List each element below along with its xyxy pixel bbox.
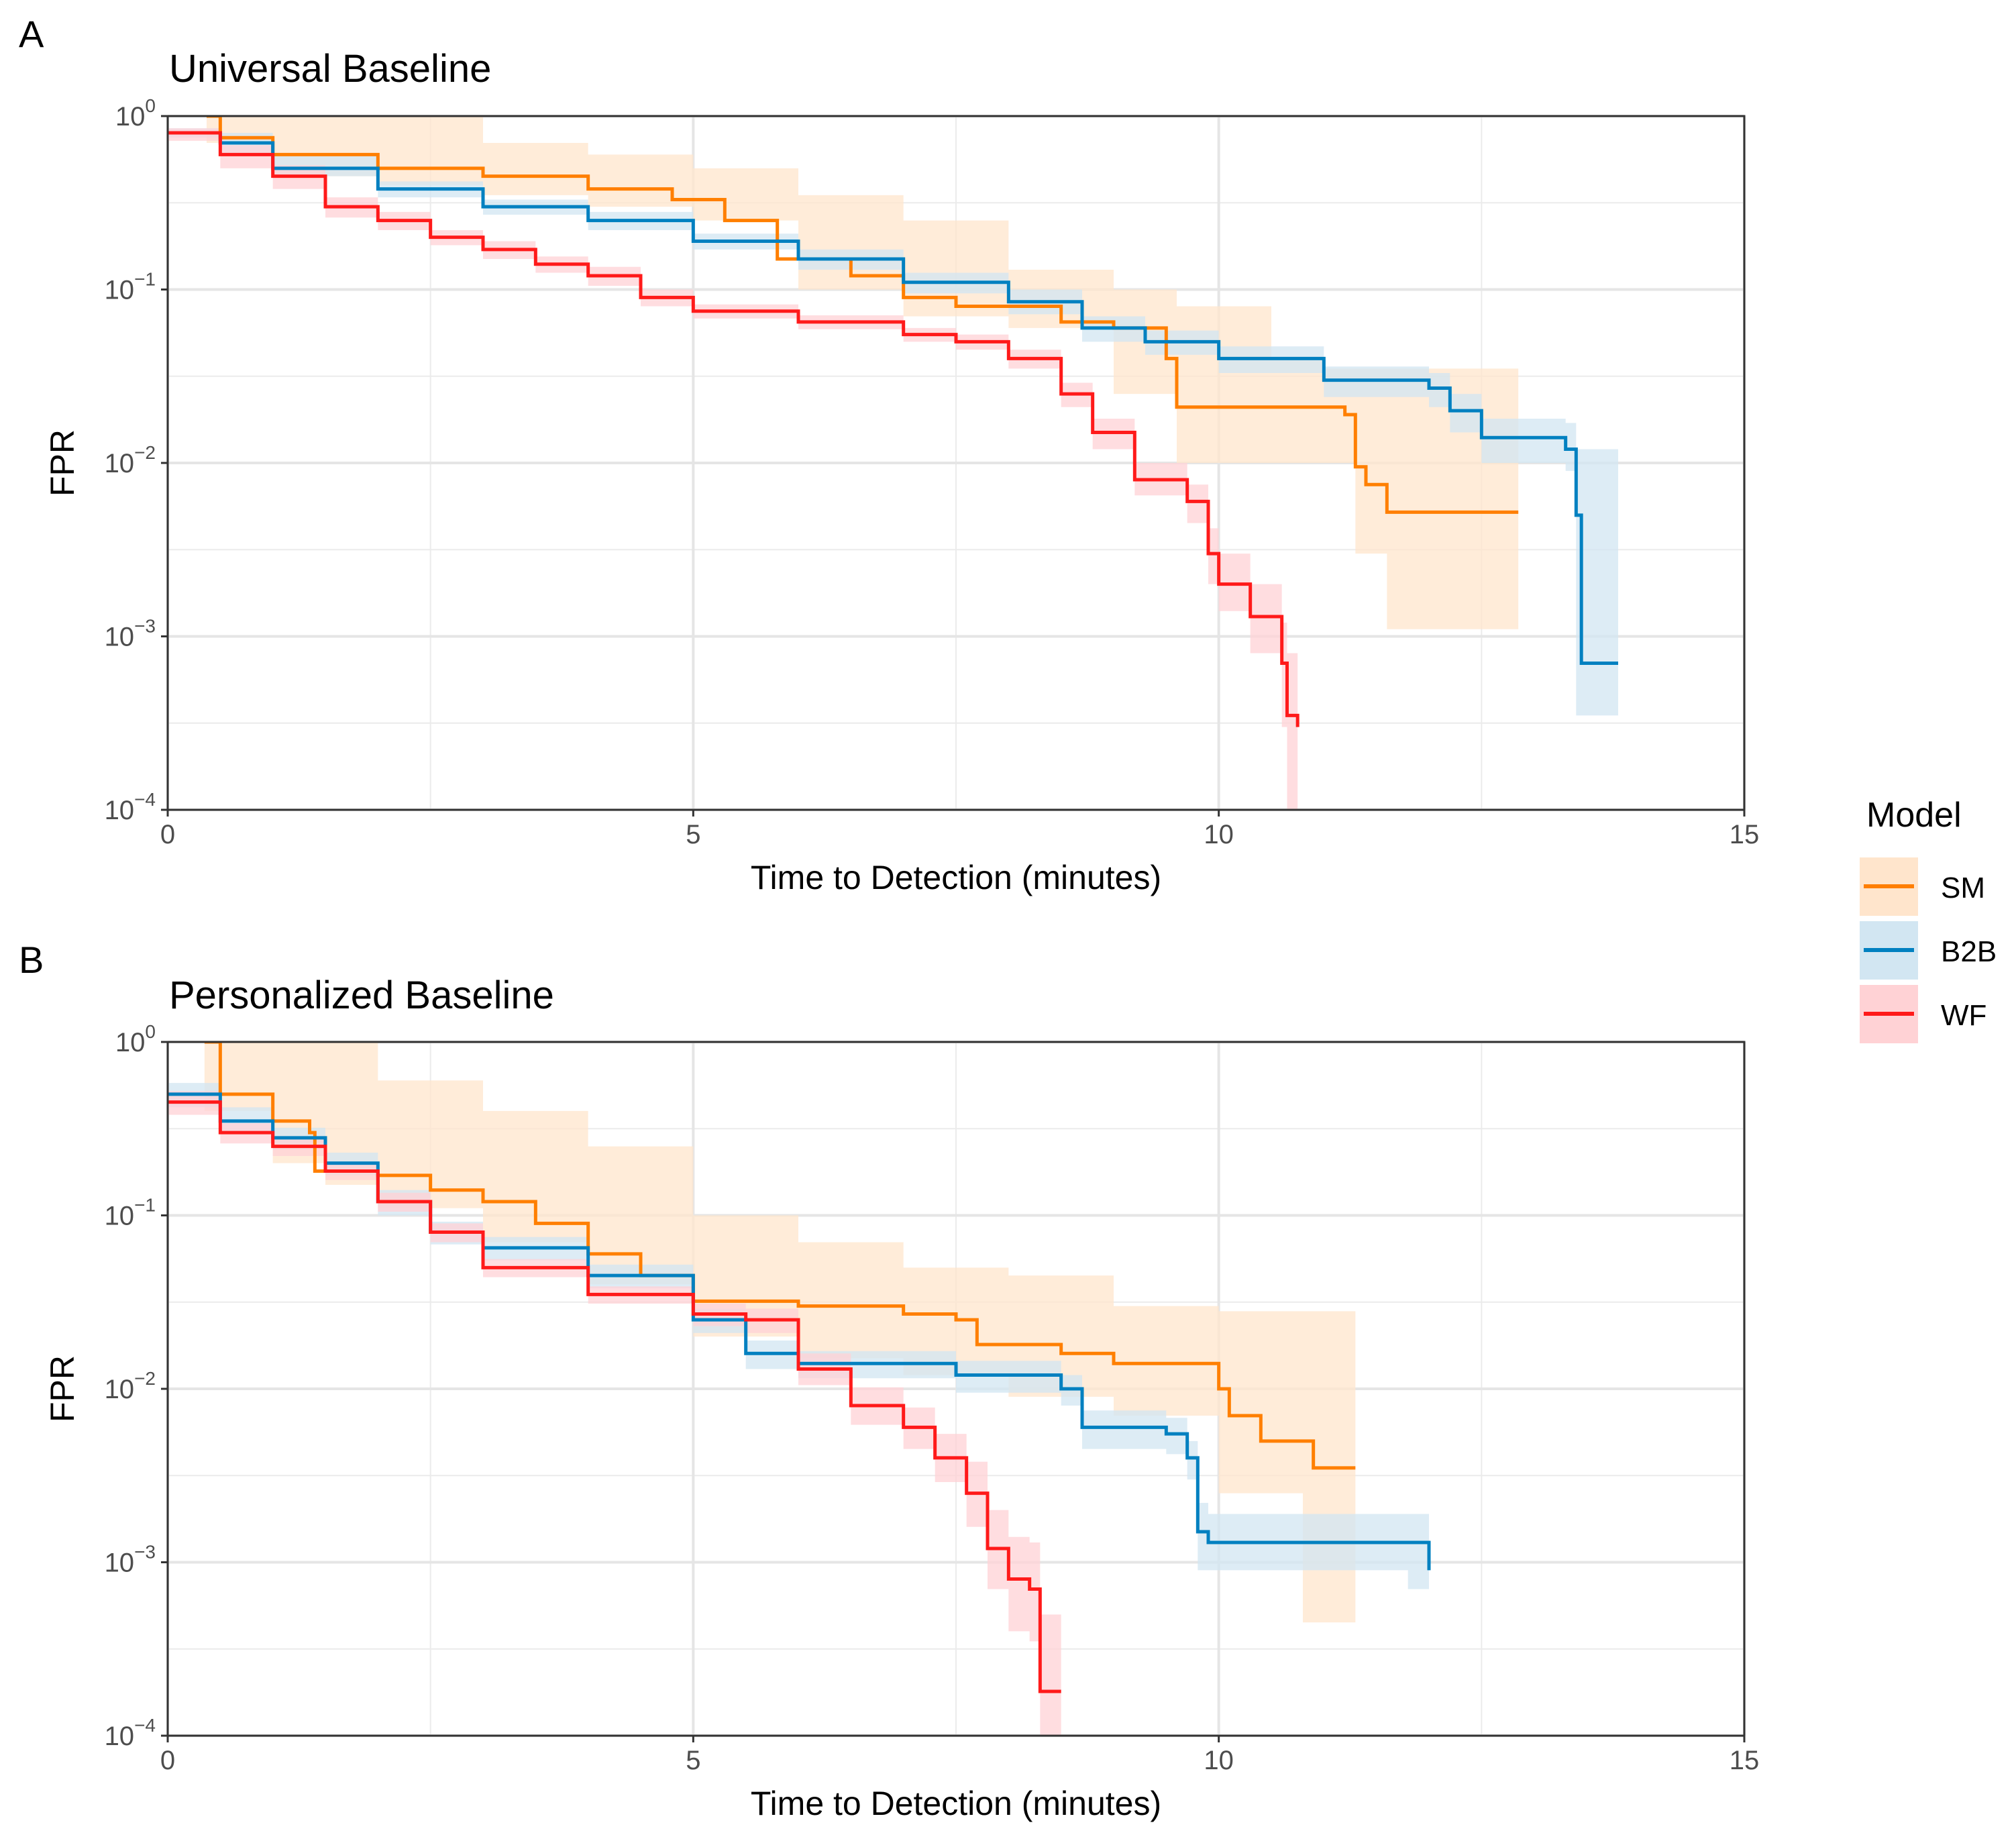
y-tick-label: 100 xyxy=(115,1021,156,1057)
x-tick-label: 0 xyxy=(160,1746,175,1775)
x-axis-label: Time to Detection (minutes) xyxy=(751,1785,1161,1822)
y-tick-label: 10−2 xyxy=(105,442,156,478)
legend-label-sm: SM xyxy=(1941,872,1985,904)
plot-area xyxy=(168,1042,1431,1736)
y-tick-label: 10−1 xyxy=(105,269,156,305)
y-tick-label: 10−4 xyxy=(105,789,156,825)
legend-label-wf: WF xyxy=(1941,999,1986,1032)
x-tick-label: 10 xyxy=(1204,1746,1234,1775)
panel-b: B Personalized Baseline 10010−110−210−31… xyxy=(19,939,1759,1822)
x-tick-label: 15 xyxy=(1730,1746,1760,1775)
x-tick-label: 15 xyxy=(1730,820,1760,849)
x-tick-label: 5 xyxy=(686,1746,700,1775)
confidence-band-wf xyxy=(168,1091,1061,1736)
plot-area xyxy=(168,116,1618,810)
series-line-wf xyxy=(168,131,1299,727)
series-line-b2b xyxy=(168,131,1618,666)
panel-title-a: Universal Baseline xyxy=(169,47,491,91)
y-tick-label: 10−1 xyxy=(105,1195,156,1231)
y-tick-label: 10−4 xyxy=(105,1715,156,1751)
y-tick-label: 10−3 xyxy=(105,616,156,652)
y-axis-label: FPR xyxy=(44,1355,81,1422)
y-tick-label: 10−2 xyxy=(105,1368,156,1404)
x-tick-label: 10 xyxy=(1204,820,1234,849)
legend-title: Model xyxy=(1866,796,1962,835)
x-axis-label: Time to Detection (minutes) xyxy=(751,859,1161,896)
confidence-band-wf xyxy=(168,128,1298,810)
panel-label-b: B xyxy=(19,939,44,981)
x-tick-label: 0 xyxy=(160,820,175,849)
legend-label-b2b: B2B xyxy=(1941,935,1997,968)
series-line-wf xyxy=(168,1100,1061,1693)
legend: Model SM B2B WF xyxy=(1860,796,1997,1043)
y-axis-label: FPR xyxy=(44,429,81,496)
y-tick-label: 10−3 xyxy=(105,1542,156,1578)
panel-label-a: A xyxy=(19,13,44,55)
panel-a: A Universal Baseline 10010−110−210−310−4… xyxy=(19,13,1759,896)
y-tick-label: 100 xyxy=(115,95,156,132)
x-tick-label: 5 xyxy=(686,820,700,849)
panel-title-b: Personalized Baseline xyxy=(169,974,554,1017)
series-line-sm xyxy=(206,116,1519,514)
